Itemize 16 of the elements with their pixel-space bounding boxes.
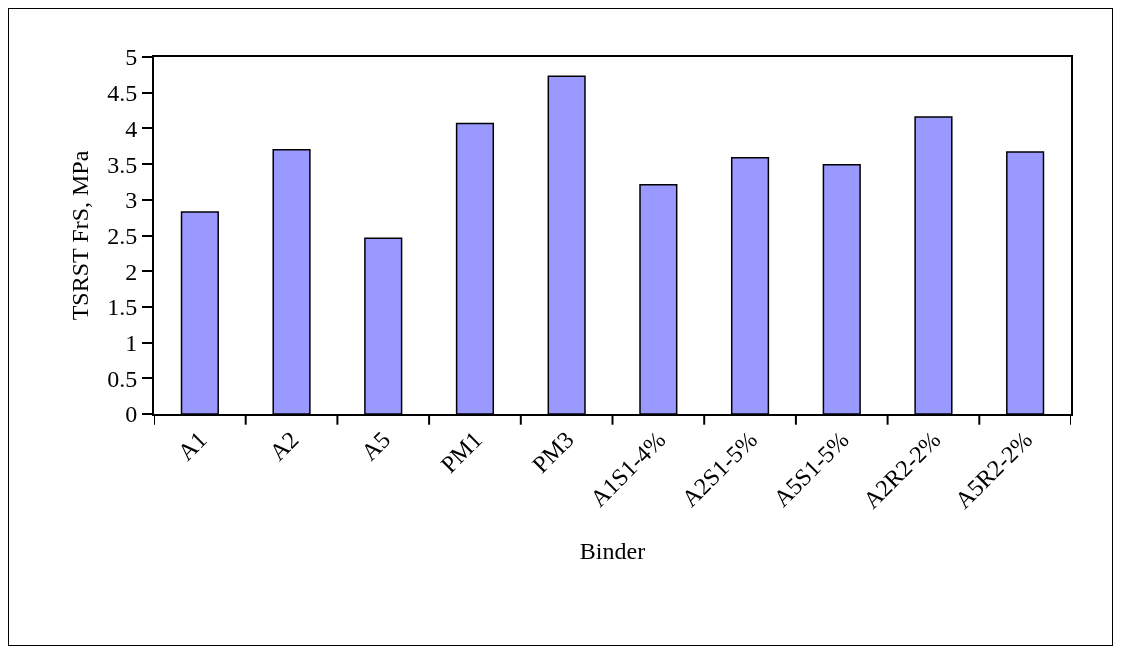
y-tick-label: 0.5 (107, 365, 138, 392)
y-tick-label: 3 (125, 187, 138, 214)
y-tick-label: 0 (125, 401, 138, 428)
x-tick-label: A5 (356, 426, 396, 466)
y-tick-label: 2.5 (107, 222, 138, 249)
y-tick-label: 4 (125, 115, 138, 142)
y-tick-label: 5 (125, 44, 138, 71)
x-tick-label: A2 (264, 426, 304, 466)
x-axis-title: Binder (579, 538, 646, 565)
y-tick-label: 1.5 (107, 294, 138, 321)
y-axis-title: TSRST FrS, MPa (66, 150, 93, 321)
y-tick-label: 1 (125, 330, 138, 356)
x-tick-label: A1 (172, 426, 212, 466)
y-tick-label: 2 (125, 258, 138, 285)
y-tick-label: 4.5 (107, 80, 138, 107)
y-tick-label: 3.5 (107, 151, 138, 178)
